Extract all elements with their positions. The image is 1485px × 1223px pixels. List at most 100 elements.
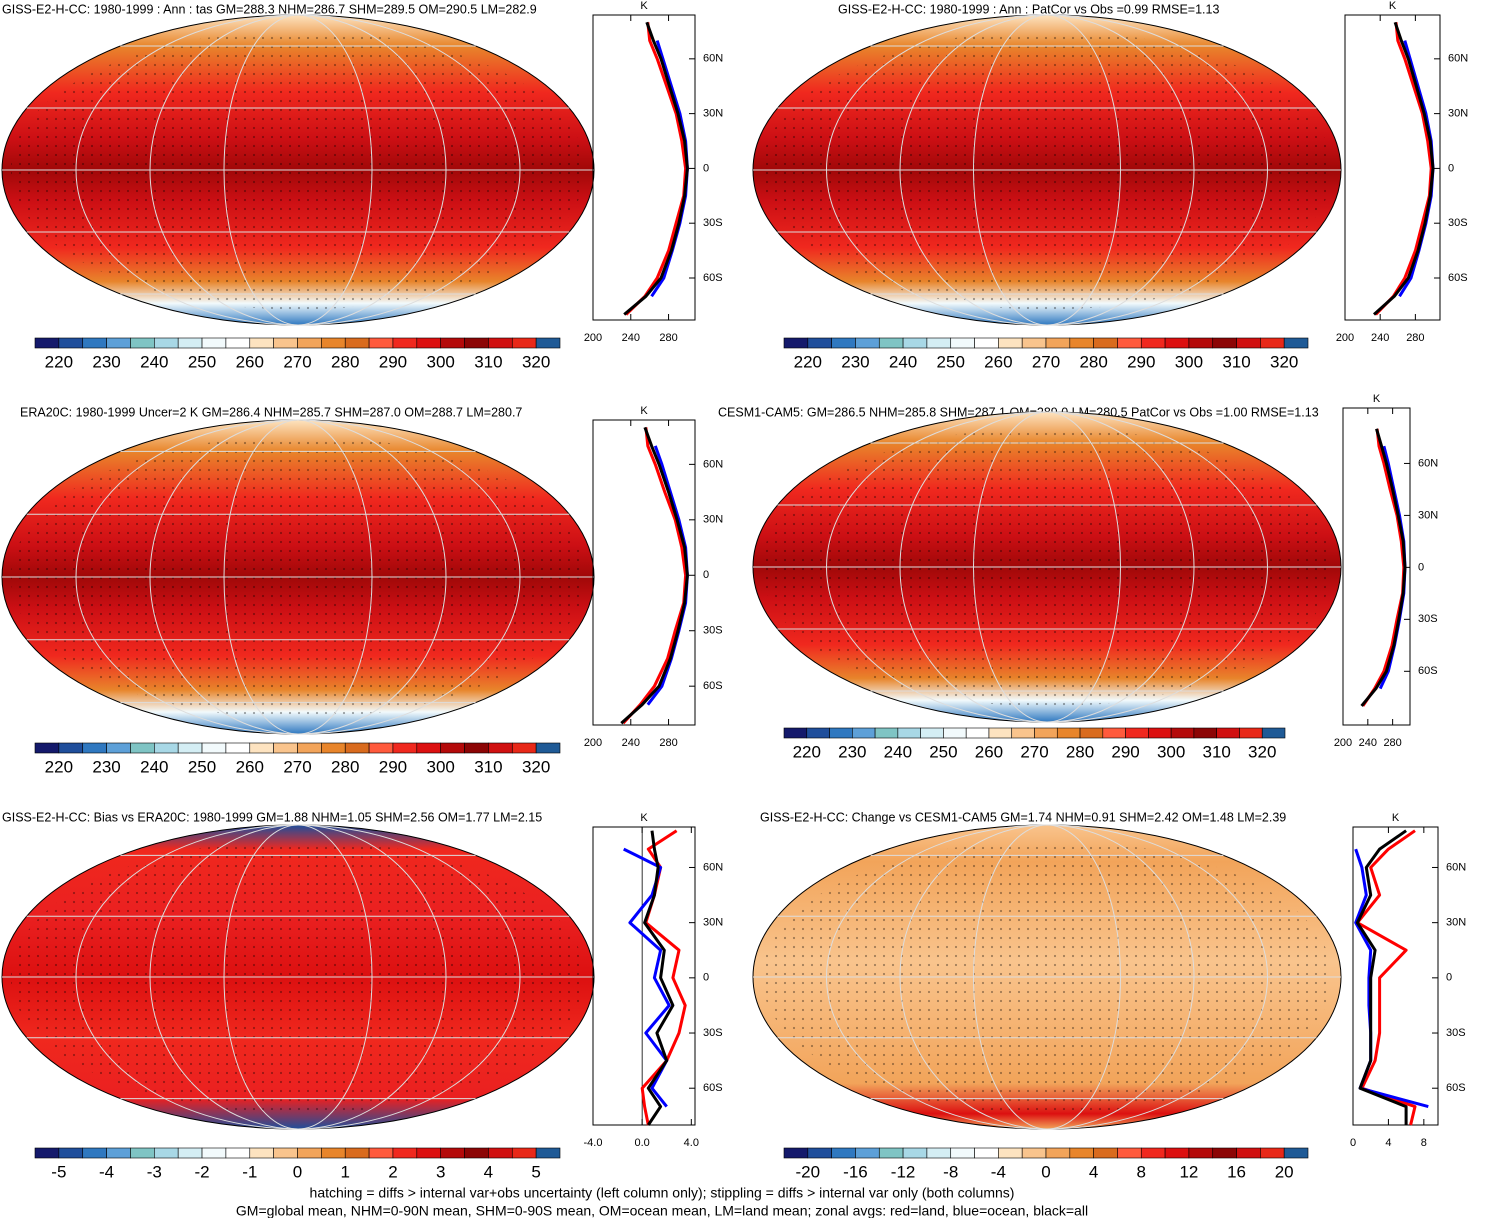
graticule (75, 14, 521, 326)
graticule (826, 824, 1268, 1130)
colorbar-box (902, 337, 928, 349)
graticule (826, 411, 1268, 723)
y-tick-label: 60N (1418, 457, 1438, 469)
colorbar-box (535, 1147, 561, 1159)
zonal-line (1374, 22, 1433, 316)
colorbar-box (1164, 1147, 1190, 1159)
zonal-frame (1352, 826, 1439, 1126)
colorbar-box (464, 337, 489, 349)
colorbar-label: -3 (147, 1162, 162, 1181)
colorbar-box (82, 1147, 107, 1159)
y-tick-label: 30S (1448, 217, 1468, 229)
colorbar-box (130, 1147, 155, 1159)
colorbar-label: 4 (1089, 1162, 1098, 1181)
graticule (826, 14, 1268, 326)
x-tick-label: 280 (1383, 737, 1401, 749)
panel-title: GISS-E2-H-CC: Bias vs ERA20C: 1980-1999 … (2, 810, 542, 824)
colorbar-label: -4 (99, 1162, 114, 1181)
colorbar-box (829, 727, 853, 739)
y-tick-label: 30N (1448, 108, 1468, 120)
colorbar-label: -16 (843, 1162, 868, 1181)
colorbar-box (154, 337, 179, 349)
colorbar-box (535, 337, 561, 349)
colorbar-box (783, 727, 808, 739)
x-tick-label: 280 (659, 737, 677, 749)
y-tick-label: 60S (1448, 272, 1468, 284)
colorbar-label: 310 (1222, 352, 1250, 371)
colorbar-box (225, 1147, 251, 1159)
colorbar-label: 260 (975, 742, 1003, 761)
colorbar-box (344, 337, 370, 349)
colorbar-box (488, 742, 513, 754)
colorbar-label: 270 (283, 352, 311, 371)
colorbar-label: 290 (379, 757, 407, 776)
colorbar-box (511, 337, 537, 349)
colorbar-label: -1 (242, 1162, 257, 1181)
colorbar-label: 250 (188, 757, 216, 776)
colorbar-box (392, 1147, 418, 1159)
colorbar-label: 8 (1137, 1162, 1146, 1181)
colorbar-box (855, 337, 880, 349)
zonal-frame (1344, 14, 1441, 321)
colorbar-box (1140, 1147, 1166, 1159)
x-axis-label: K (640, 0, 648, 12)
x-tick-label: 240 (622, 737, 640, 749)
colorbar-box (831, 337, 856, 349)
x-axis-label: K (1389, 0, 1397, 12)
colorbar-box (106, 742, 131, 754)
colorbar-box (177, 742, 203, 754)
x-tick-label: 0 (1350, 1137, 1356, 1149)
y-tick-label: 30N (703, 514, 723, 526)
colorbar-box (34, 337, 60, 349)
colorbar-box (249, 1147, 274, 1159)
colorbar-box (902, 1147, 928, 1159)
colorbar-box (806, 727, 830, 739)
colorbar-box (943, 727, 967, 739)
y-tick-label: 0 (1418, 561, 1424, 573)
colorbar-box (878, 1147, 904, 1159)
colorbar-label: 240 (140, 352, 168, 371)
zonal-frame (592, 826, 696, 1126)
colorbar-box (416, 1147, 441, 1159)
colorbar-label: 12 (1179, 1162, 1198, 1181)
colorbar-box (998, 1147, 1023, 1159)
colorbar-label: 300 (426, 757, 454, 776)
colorbar-box (58, 337, 84, 349)
colorbar-box (1093, 1147, 1118, 1159)
y-tick-label: 60N (703, 861, 723, 873)
colorbar-box (177, 337, 203, 349)
y-tick-label: 60S (703, 1082, 723, 1094)
colorbar-box (1034, 727, 1058, 739)
colorbar-label: 240 (889, 352, 917, 371)
colorbar-label: 3 (436, 1162, 445, 1181)
x-axis-label: K (1373, 393, 1381, 405)
colorbar-label: 310 (474, 757, 502, 776)
y-tick-label: 30S (1446, 1027, 1466, 1039)
x-tick-label: 280 (659, 332, 677, 344)
colorbar-box (1236, 337, 1261, 349)
colorbar-label: 260 (984, 352, 1012, 371)
colorbar-label: 250 (937, 352, 965, 371)
colorbar-label: 320 (1270, 352, 1298, 371)
zonal-frame (1342, 407, 1411, 726)
colorbar-label: 270 (283, 757, 311, 776)
colorbar-label: 310 (1202, 742, 1230, 761)
footer-note: GM=global mean, NHM=0-90N mean, SHM=0-90… (236, 1203, 1088, 1218)
colorbar-box (1069, 337, 1094, 349)
y-tick-label: 30S (703, 625, 723, 637)
panel-title: ERA20C: 1980-1999 Uncer=2 K GM=286.4 NHM… (20, 405, 522, 419)
colorbar-label: 320 (522, 757, 550, 776)
x-tick-label: 200 (1336, 332, 1354, 344)
footer-note: hatching = diffs > internal var+obs unce… (310, 1185, 1015, 1201)
x-tick-label: -4.0 (584, 1137, 603, 1149)
colorbar-label: 1 (340, 1162, 349, 1181)
x-tick-label: 240 (622, 332, 640, 344)
colorbar-box (1239, 727, 1263, 739)
colorbar-box (130, 337, 155, 349)
zonal-line (1361, 428, 1406, 707)
colorbar-box (440, 742, 465, 754)
colorbar-label: 220 (45, 757, 73, 776)
colorbar-label: -2 (194, 1162, 209, 1181)
graticule (75, 824, 521, 1130)
